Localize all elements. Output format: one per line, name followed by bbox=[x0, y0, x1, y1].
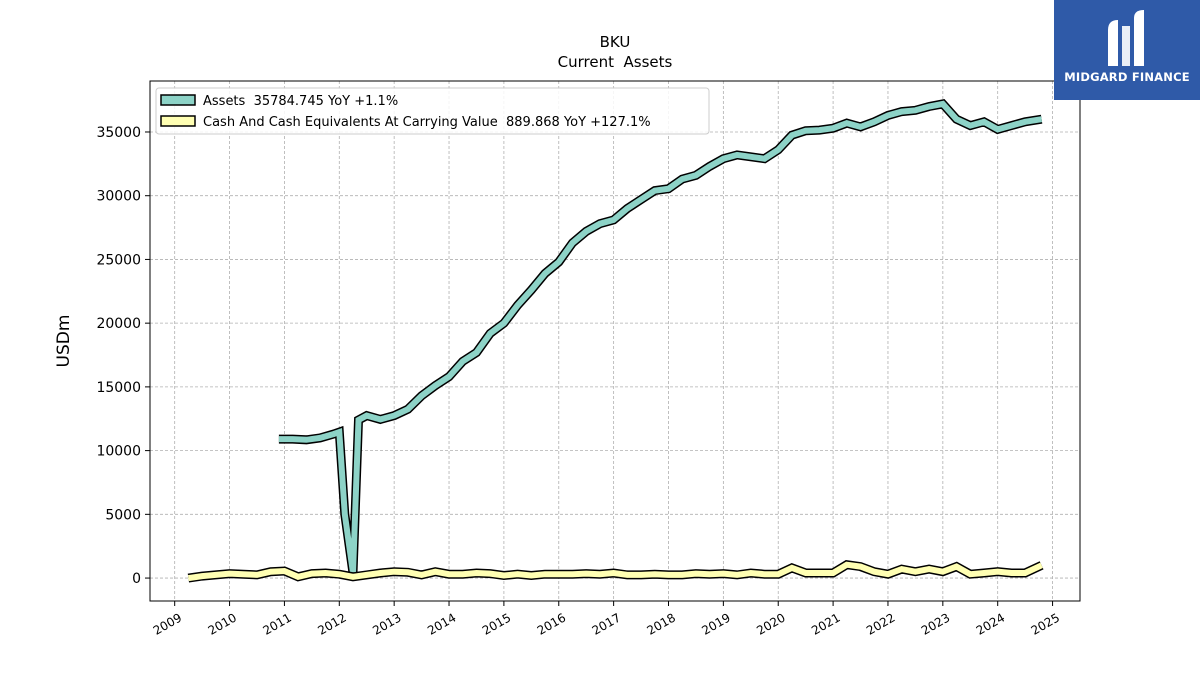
x-tick-label: 2015 bbox=[480, 610, 513, 637]
legend-label-assets: Assets 35784.745 YoY +1.1% bbox=[203, 94, 398, 109]
x-tick-label: 2011 bbox=[260, 610, 293, 637]
x-tick-label: 2009 bbox=[151, 610, 184, 637]
brand-name: MIDGARD FINANCE bbox=[1064, 70, 1190, 84]
brand-logo: MIDGARD FINANCE bbox=[1054, 0, 1200, 100]
brand-mark-icon bbox=[1108, 10, 1144, 66]
series-lines bbox=[187, 99, 1044, 583]
x-tick-label: 2021 bbox=[809, 610, 842, 637]
legend-swatch-cash bbox=[160, 115, 196, 127]
legend-box bbox=[155, 87, 710, 135]
grid-lines bbox=[150, 81, 1080, 601]
x-axis-ticks: 2009 2010 2011 2012 2013 2014 2015 2016 2017 2018… bbox=[151, 601, 1062, 638]
chart-title: BKU bbox=[600, 33, 631, 51]
y-tick-label: 30000 bbox=[96, 189, 141, 205]
x-tick-label: 2012 bbox=[315, 610, 348, 637]
legend-swatch-assets bbox=[160, 94, 196, 106]
series-line-1 bbox=[187, 561, 1043, 582]
x-tick-label: 2019 bbox=[699, 610, 732, 637]
y-axis-label: USDm bbox=[54, 315, 74, 368]
x-tick-label: 2010 bbox=[206, 610, 239, 637]
chart-subtitle: Current Assets bbox=[558, 53, 673, 71]
x-tick-label: 2013 bbox=[370, 610, 403, 637]
legend-label-cash: Cash And Cash Equivalents At Carrying Va… bbox=[203, 115, 651, 130]
x-tick-label: 2022 bbox=[864, 610, 897, 637]
x-tick-label: 2024 bbox=[974, 610, 1007, 637]
x-tick-label: 2017 bbox=[590, 610, 623, 637]
x-tick-label: 2023 bbox=[919, 610, 952, 637]
y-tick-label: 5000 bbox=[105, 507, 141, 523]
y-tick-label: 10000 bbox=[96, 444, 141, 460]
y-tick-label: 35000 bbox=[96, 125, 141, 141]
legend: Assets 35784.745 YoY +1.1% Cash And Cash… bbox=[155, 87, 710, 135]
x-tick-label: 2020 bbox=[754, 610, 787, 637]
y-tick-label: 15000 bbox=[96, 380, 141, 396]
series-line-outline-0 bbox=[278, 99, 1043, 574]
y-tick-label: 25000 bbox=[96, 252, 141, 268]
x-tick-label: 2018 bbox=[645, 610, 678, 637]
x-tick-label: 2025 bbox=[1029, 610, 1062, 637]
x-tick-label: 2016 bbox=[535, 610, 568, 637]
y-tick-label: 0 bbox=[132, 571, 141, 587]
series-line-0 bbox=[278, 100, 1043, 574]
plot-frame bbox=[149, 80, 1081, 602]
y-axis-ticks: 0 5000 10000 15000 20000 25000 30000 35000 bbox=[96, 125, 150, 587]
x-tick-label: 2014 bbox=[425, 610, 458, 637]
y-tick-label: 20000 bbox=[96, 316, 141, 332]
